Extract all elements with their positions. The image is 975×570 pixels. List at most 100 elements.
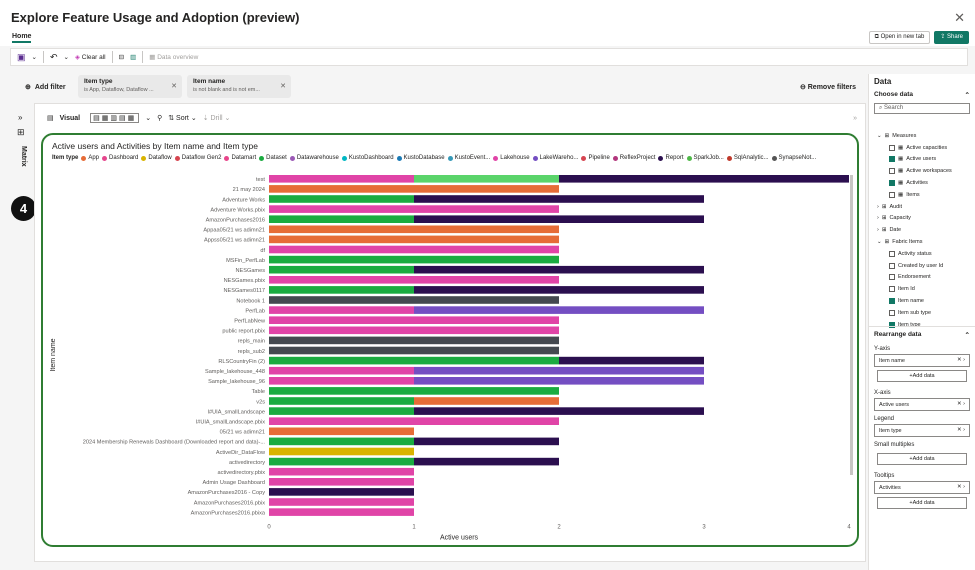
expand-icon[interactable]: » bbox=[18, 113, 23, 122]
tree-item[interactable]: Item type bbox=[869, 319, 975, 330]
bar-segment[interactable] bbox=[269, 377, 414, 385]
bar-segment[interactable] bbox=[269, 488, 414, 496]
open-new-tab-button[interactable]: ⧉ Open in new tab bbox=[868, 31, 931, 44]
bar-segment[interactable] bbox=[414, 175, 559, 183]
chevron-down-icon[interactable]: ⌄ bbox=[31, 54, 37, 61]
bar-segment[interactable] bbox=[269, 205, 559, 213]
rearrange-header[interactable]: Rearrange data ⌃ bbox=[869, 327, 975, 341]
tree-item[interactable]: Created by user Id bbox=[869, 260, 975, 272]
checkbox[interactable] bbox=[889, 156, 895, 163]
bar-segment[interactable] bbox=[269, 265, 414, 274]
bar-segment[interactable] bbox=[269, 225, 559, 234]
bar-segment[interactable] bbox=[269, 467, 414, 476]
expand-pane-icon[interactable]: » bbox=[853, 114, 857, 122]
bar-segment[interactable] bbox=[269, 316, 559, 324]
tree-item[interactable]: Item sub type bbox=[869, 307, 975, 319]
bar-segment[interactable] bbox=[269, 336, 559, 345]
add-data-button[interactable]: +Add data bbox=[877, 497, 967, 509]
bar-segment[interactable] bbox=[269, 195, 414, 203]
bar-segment[interactable] bbox=[269, 306, 414, 314]
bar-segment[interactable] bbox=[559, 175, 849, 183]
legend-item[interactable]: Dataflow Gen2 bbox=[174, 155, 221, 161]
bar-segment[interactable] bbox=[559, 356, 704, 365]
remove-filters-button[interactable]: ⊖ Remove filters bbox=[800, 83, 856, 91]
legend-item[interactable]: KustoEvent... bbox=[447, 155, 490, 161]
chevron-down-icon[interactable]: ⌄ bbox=[877, 132, 882, 139]
close-icon[interactable]: ✕ bbox=[171, 83, 177, 90]
well-field[interactable]: Item name ✕ › bbox=[874, 354, 970, 367]
clear-all-button[interactable]: ◈ Clear all bbox=[75, 53, 106, 61]
legend-item[interactable]: SynapseNot... bbox=[771, 155, 816, 161]
sort-button[interactable]: ⇅ Sort ⌄ bbox=[168, 115, 197, 122]
legend-item[interactable]: KustoDatabase bbox=[396, 155, 445, 161]
checkbox[interactable] bbox=[889, 286, 895, 293]
bar-segment[interactable] bbox=[269, 437, 414, 446]
bar-segment[interactable] bbox=[269, 326, 559, 335]
undo-icon[interactable]: ↶ bbox=[49, 51, 58, 62]
bar-segment[interactable] bbox=[269, 407, 414, 415]
bar-segment[interactable] bbox=[269, 245, 559, 254]
visual-table-icon[interactable]: ▥ bbox=[130, 54, 137, 61]
scrollbar[interactable] bbox=[850, 175, 853, 475]
bar-segment[interactable] bbox=[414, 306, 704, 314]
legend-item[interactable]: Dataset bbox=[259, 155, 287, 161]
tree-item[interactable]: ⌄ ⊞ Fabric Items bbox=[869, 236, 975, 248]
matrix-label[interactable]: Matrix bbox=[20, 146, 27, 167]
tree-item[interactable]: ▦ Active workspaces bbox=[869, 165, 975, 177]
tree-item[interactable]: › ⊞ Date bbox=[869, 224, 975, 236]
bar-segment[interactable] bbox=[269, 286, 414, 294]
chevron-right-icon[interactable]: › bbox=[877, 215, 879, 222]
checkbox[interactable] bbox=[889, 274, 895, 281]
share-button[interactable]: ⇪ Share bbox=[934, 31, 969, 44]
filter-chip-item-name[interactable]: Item name is not blank and is not em... … bbox=[187, 75, 291, 98]
chevron-right-icon[interactable]: › bbox=[877, 227, 879, 234]
bar-segment[interactable] bbox=[269, 387, 559, 395]
legend-item[interactable]: LakeWareho... bbox=[532, 155, 578, 161]
add-data-button[interactable]: +Add data bbox=[877, 370, 967, 382]
drill-button[interactable]: ⇣ Drill ⌄ bbox=[202, 115, 231, 122]
bar-segment[interactable] bbox=[414, 215, 704, 223]
legend-item[interactable]: ReflexProject bbox=[612, 155, 655, 161]
well-field[interactable]: Active users ✕ › bbox=[874, 398, 970, 411]
choose-data-header[interactable]: Choose data ⌃ bbox=[869, 89, 975, 101]
close-icon[interactable]: ✕ bbox=[954, 10, 965, 25]
tree-item[interactable]: ▦ Active capacities bbox=[869, 142, 975, 154]
bar-segment[interactable] bbox=[414, 265, 704, 274]
checkbox[interactable] bbox=[889, 321, 895, 328]
tree-item[interactable]: Activity status bbox=[869, 248, 975, 260]
legend-item[interactable]: Datawarehouse bbox=[289, 155, 339, 161]
checkbox[interactable] bbox=[889, 309, 895, 316]
legend-item[interactable]: App bbox=[81, 155, 99, 161]
add-filter-button[interactable]: ⊕ Add filter bbox=[25, 83, 66, 92]
legend-item[interactable]: SqlAnalytic... bbox=[726, 155, 769, 161]
legend-item[interactable]: Lakehouse bbox=[493, 155, 530, 161]
legend-item[interactable]: Datamart bbox=[224, 155, 256, 161]
bar-segment[interactable] bbox=[269, 427, 414, 436]
tree-item[interactable]: › ⊞ Audit bbox=[869, 201, 975, 213]
bar-segment[interactable] bbox=[414, 457, 559, 466]
bar-segment[interactable] bbox=[414, 407, 704, 415]
bar-segment[interactable] bbox=[269, 185, 559, 193]
bar-segment[interactable] bbox=[269, 508, 414, 516]
tree-item[interactable]: ⌄ ⊞ Measures bbox=[869, 130, 975, 142]
bar-segment[interactable] bbox=[269, 417, 559, 425]
chevron-down-icon[interactable]: ⌄ bbox=[63, 54, 69, 61]
checkbox[interactable] bbox=[889, 250, 895, 257]
bar-segment[interactable] bbox=[269, 457, 414, 466]
layout-icon[interactable]: ⊟ bbox=[118, 54, 125, 61]
checkbox[interactable] bbox=[889, 262, 895, 269]
filter-chip-item-type[interactable]: Item type is App, Dataflow, Dataflow ...… bbox=[78, 75, 182, 98]
bar-segment[interactable] bbox=[414, 366, 704, 375]
remove-field-icon[interactable]: ✕ › bbox=[957, 401, 965, 407]
legend-item[interactable]: Dataflow bbox=[141, 155, 172, 161]
bar-segment[interactable] bbox=[269, 366, 414, 375]
bar-segment[interactable] bbox=[269, 235, 559, 244]
tree-item[interactable]: ▦ Active users bbox=[869, 154, 975, 166]
legend-item[interactable]: SparkJob... bbox=[686, 155, 724, 161]
remove-field-icon[interactable]: ✕ › bbox=[957, 357, 965, 363]
checkbox[interactable] bbox=[889, 168, 895, 175]
tree-item[interactable]: Item Id bbox=[869, 283, 975, 295]
remove-field-icon[interactable]: ✕ › bbox=[957, 484, 965, 490]
pin-icon[interactable]: ⚲ bbox=[157, 115, 163, 122]
tree-item[interactable]: ▦ Activities bbox=[869, 177, 975, 189]
